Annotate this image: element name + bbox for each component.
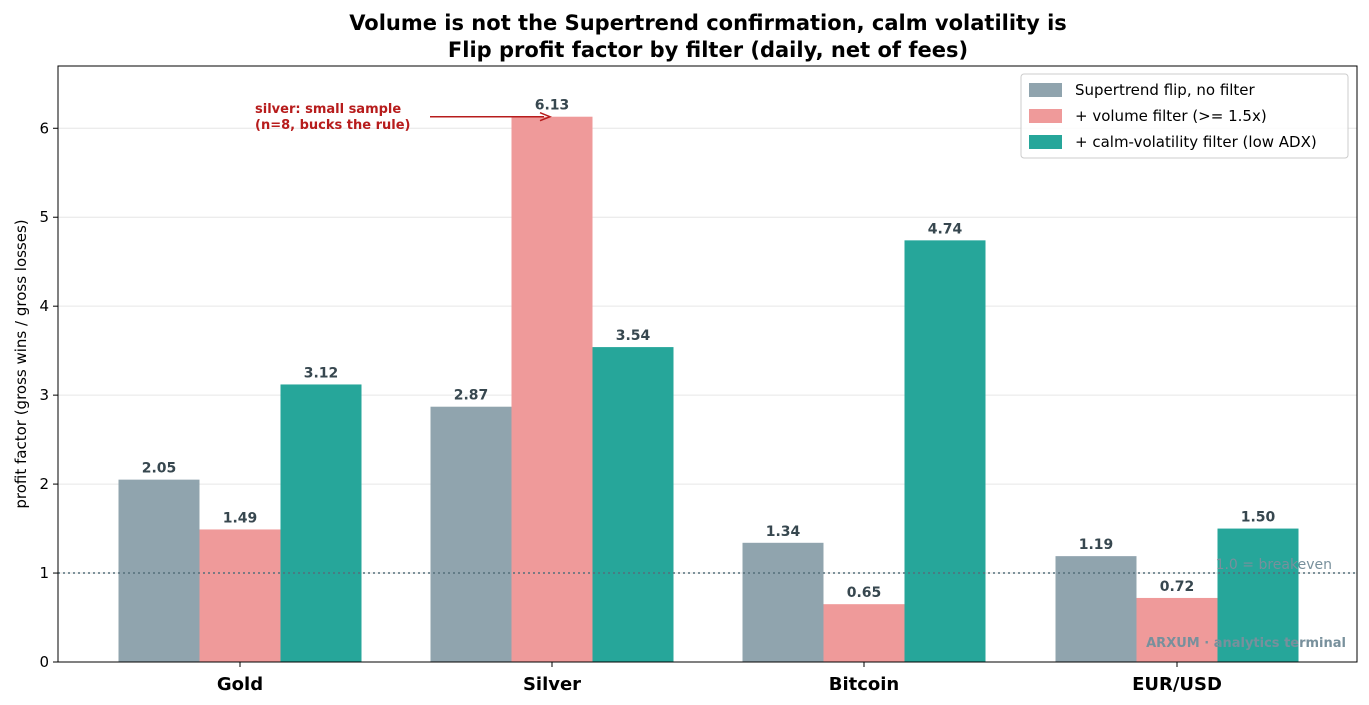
y-tick-label: 5 [39, 208, 49, 226]
legend-label: + calm-volatility filter (low ADX) [1075, 133, 1317, 151]
bar [199, 529, 281, 662]
reference-line-group: 1.0 = breakeven [58, 557, 1357, 574]
bar [904, 240, 986, 662]
bar [1217, 528, 1299, 662]
bar [118, 479, 200, 662]
legend-box [1020, 73, 1349, 159]
bar [823, 604, 905, 662]
grid-lines [58, 127, 1357, 574]
x-tick-label: EUR/USD [1132, 674, 1222, 695]
bar [1136, 597, 1218, 662]
value-label: 1.49 [223, 510, 258, 526]
value-label: 3.12 [304, 365, 339, 381]
bar [592, 347, 674, 662]
watermark: ARXUM · analytics terminal [1146, 636, 1346, 651]
legend: Supertrend flip, no filter + volume filte… [1020, 73, 1349, 159]
value-label: 1.34 [766, 524, 801, 540]
value-label: 1.50 [1241, 510, 1276, 526]
value-label: 6.13 [535, 98, 570, 114]
y-tick-label: 1 [39, 564, 49, 582]
y-tick-label: 6 [39, 119, 49, 137]
y-tick-label: 2 [39, 475, 49, 493]
value-label: 0.72 [1160, 579, 1195, 595]
annotation-group: silver: small sample(n=8, bucks the rule… [255, 102, 553, 133]
annotation-arrowhead [539, 112, 553, 122]
y-tick-label: 3 [39, 386, 49, 404]
value-label: 3.54 [616, 328, 651, 344]
bar [280, 384, 362, 662]
chart-subtitle: Flip profit factor by filter (daily, net… [448, 38, 968, 62]
annotation-text: (n=8, bucks the rule) [255, 118, 410, 133]
chart-title: Volume is not the Supertrend confirmatio… [349, 11, 1067, 35]
x-tick-label: Gold [217, 674, 263, 695]
legend-swatch [1029, 135, 1062, 149]
bar [511, 116, 593, 663]
breakeven-label: 1.0 = breakeven [1216, 557, 1332, 573]
bar [1055, 556, 1137, 662]
y-axis-label: profit factor (gross wins / gross losses… [12, 219, 30, 508]
y-tick-label: 4 [39, 297, 49, 315]
bars [118, 116, 1299, 663]
legend-swatch [1029, 83, 1062, 97]
legend-label: + volume filter (>= 1.5x) [1075, 107, 1267, 125]
value-labels: 2.05 2.87 1.34 1.19 1.49 6.13 0.65 0.72 3.12 3.54… [142, 98, 1276, 601]
bar [742, 542, 824, 662]
value-label: 2.87 [454, 388, 489, 404]
annotation-text: silver: small sample [255, 102, 401, 117]
legend-swatch [1029, 109, 1062, 123]
bar [430, 406, 512, 662]
value-label: 1.19 [1079, 537, 1114, 553]
x-tick-label: Silver [523, 674, 581, 695]
value-label: 4.74 [928, 221, 963, 237]
x-tick-label: Bitcoin [829, 674, 900, 695]
value-label: 0.65 [847, 585, 882, 601]
y-tick-label: 0 [39, 653, 49, 671]
legend-label: Supertrend flip, no filter [1075, 81, 1256, 99]
plot-frame [57, 65, 1358, 663]
value-label: 2.05 [142, 461, 177, 477]
axes: 0 1 2 3 4 5 6 Gold Silver Bitcoin EUR/USD [39, 119, 1221, 695]
